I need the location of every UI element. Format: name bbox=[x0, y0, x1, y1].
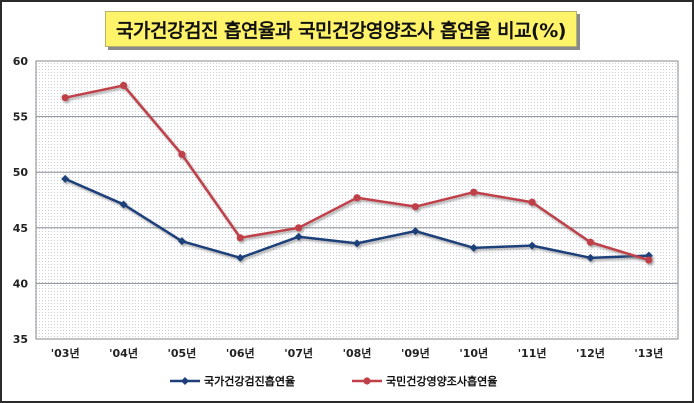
y-tick-label: 60 bbox=[13, 55, 29, 68]
chart-title: 국가건강검진 흡연율과 국민건강영양조사 흡연율 비교(%) bbox=[116, 19, 566, 42]
legend: 국가건강검진흡연율 국민건강영양조사흡연율 bbox=[170, 374, 497, 388]
legend-marker bbox=[363, 377, 371, 385]
data-point bbox=[353, 194, 361, 202]
data-point bbox=[295, 224, 303, 232]
x-tick-label: '09년 bbox=[401, 346, 430, 360]
data-point bbox=[236, 253, 245, 262]
data-point bbox=[470, 188, 478, 196]
y-tick-label: 45 bbox=[13, 222, 28, 235]
data-point bbox=[469, 243, 478, 252]
y-tick-label: 40 bbox=[13, 277, 29, 290]
x-tick-label: '12년 bbox=[576, 346, 605, 360]
data-point bbox=[586, 238, 595, 246]
data-point bbox=[528, 241, 537, 250]
data-point bbox=[645, 256, 653, 264]
data-point bbox=[528, 198, 536, 206]
data-point bbox=[61, 94, 69, 102]
x-tick-label: '08년 bbox=[343, 346, 372, 360]
data-point bbox=[411, 227, 420, 236]
legend-label: 국가건강검진흡연율 bbox=[204, 374, 295, 388]
x-tick-label: '11년 bbox=[518, 346, 547, 360]
x-tick-label: '04년 bbox=[109, 346, 138, 360]
data-point bbox=[353, 239, 361, 248]
y-tick-label: 50 bbox=[13, 166, 29, 179]
legend-marker bbox=[181, 377, 189, 385]
x-axis: '03년 '04년 '05년 '06년 '07년 '08년 '09년 '10년 '11년 '12년… bbox=[51, 346, 663, 360]
x-tick-label: '07년 bbox=[284, 346, 313, 360]
x-tick-label: '06년 bbox=[226, 346, 255, 360]
data-point bbox=[411, 203, 419, 211]
series-2 bbox=[61, 81, 653, 264]
x-tick-label: '13년 bbox=[634, 346, 663, 360]
legend-label: 국민건강영양조사흡연율 bbox=[386, 374, 497, 388]
data-point bbox=[119, 200, 128, 209]
data-point bbox=[177, 237, 186, 246]
data-point bbox=[61, 174, 70, 183]
y-axis: 35 40 45 50 55 60 bbox=[13, 55, 29, 346]
x-tick-label: '10년 bbox=[459, 346, 488, 360]
data-point bbox=[178, 150, 186, 159]
data-point bbox=[119, 81, 128, 90]
y-tick-label: 55 bbox=[13, 111, 28, 124]
chart-title-box: 국가건강검진 흡연율과 국민건강영양조사 흡연율 비교(%) bbox=[105, 11, 577, 47]
x-tick-label: '05년 bbox=[168, 346, 197, 360]
data-point bbox=[236, 234, 244, 242]
series-layer bbox=[61, 81, 653, 264]
x-tick-label: '03년 bbox=[51, 346, 80, 360]
data-point bbox=[586, 253, 595, 262]
y-tick-label: 35 bbox=[13, 333, 28, 346]
data-point bbox=[294, 232, 303, 241]
